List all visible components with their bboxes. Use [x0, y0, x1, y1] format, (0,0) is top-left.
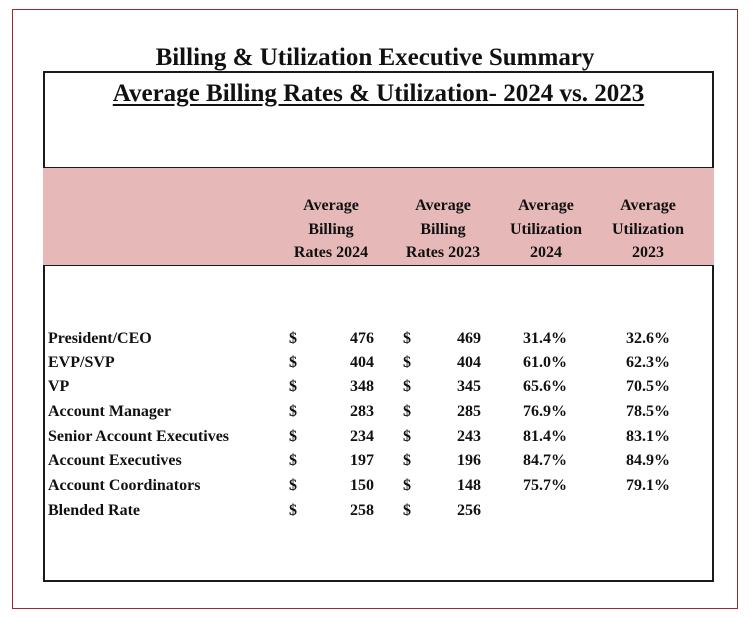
column-header-rates-2024: Average Billing Rates 2024 — [281, 194, 381, 265]
table-row: Account Manager $283 $285 76.9% 78.5% — [0, 400, 750, 424]
currency-symbol: $ — [403, 477, 411, 494]
summary-table-box — [43, 71, 714, 582]
cell-rate-2023: 256 — [457, 502, 481, 519]
row-label: Account Coordinators — [48, 477, 201, 494]
cell-rate-2024: 404 — [350, 354, 374, 371]
cell-rate-2024: 150 — [350, 477, 374, 494]
column-header-line: Utilization — [612, 220, 684, 238]
row-label: Senior Account Executives — [48, 428, 230, 445]
currency-symbol: $ — [289, 378, 297, 395]
cell-rate-2024: 197 — [350, 452, 374, 469]
currency-symbol: $ — [289, 354, 297, 371]
cell-rate-2023: 148 — [457, 477, 481, 494]
row-label: EVP/SVP — [48, 354, 115, 371]
cell-rate-2024: 234 — [350, 428, 374, 445]
currency-symbol: $ — [403, 354, 411, 371]
column-header-line: 2023 — [632, 244, 664, 261]
cell-rate-2024: 283 — [350, 403, 374, 420]
cell-utilization-2024: 65.6% — [523, 378, 567, 395]
cell-rate-2023: 404 — [457, 354, 481, 371]
currency-symbol: $ — [289, 452, 297, 469]
cell-rate-2024: 348 — [350, 378, 374, 395]
currency-symbol: $ — [403, 428, 411, 445]
column-header-band — [43, 167, 714, 266]
column-header-line: 2024 — [530, 244, 562, 261]
cell-rate-2023: 285 — [457, 403, 481, 420]
table-row: Account Coordinators $150 $148 75.7% 79.1% — [0, 474, 750, 498]
row-label: VP — [48, 378, 70, 395]
cell-utilization-2023: 79.1% — [626, 477, 670, 494]
currency-symbol: $ — [289, 502, 297, 519]
table-row: EVP/SVP $404 $404 61.0% 62.3% — [0, 351, 750, 375]
cell-utilization-2024: 81.4% — [523, 428, 567, 445]
column-header-utilization-2023: Average Utilization 2023 — [602, 194, 694, 265]
column-header-line: Average — [303, 197, 359, 214]
column-header-line: Rates 2024 — [293, 244, 369, 261]
cell-utilization-2024: 31.4% — [523, 330, 567, 347]
cell-rate-2024: 476 — [350, 330, 374, 347]
currency-symbol: $ — [289, 477, 297, 494]
column-header-line: Billing — [420, 220, 466, 238]
column-header-line: Average — [518, 197, 574, 214]
currency-symbol: $ — [403, 403, 411, 420]
cell-utilization-2024: 75.7% — [523, 477, 567, 494]
cell-utilization-2023: 62.3% — [626, 354, 670, 371]
table-row: VP $348 $345 65.6% 70.5% — [0, 375, 750, 399]
column-header-utilization-2024: Average Utilization 2024 — [500, 194, 592, 265]
column-header-line: Average — [620, 197, 676, 214]
cell-rate-2023: 196 — [457, 452, 481, 469]
cell-utilization-2023: 78.5% — [626, 403, 670, 420]
row-label: President/CEO — [48, 330, 152, 347]
table-row: Blended Rate $258 $256 — [0, 499, 750, 523]
currency-symbol: $ — [403, 378, 411, 395]
table-row: Account Executives $197 $196 84.7% 84.9% — [0, 449, 750, 473]
row-label: Blended Rate — [48, 502, 140, 519]
currency-symbol: $ — [289, 403, 297, 420]
page-title: Billing & Utilization Executive Summary — [155, 44, 595, 71]
outer-frame — [12, 9, 738, 609]
column-header-line: Utilization — [510, 220, 582, 238]
currency-symbol: $ — [403, 330, 411, 347]
cell-utilization-2024: 76.9% — [523, 403, 567, 420]
currency-symbol: $ — [403, 452, 411, 469]
column-header-rates-2023: Average Billing Rates 2023 — [393, 194, 493, 265]
currency-symbol: $ — [289, 330, 297, 347]
cell-utilization-2024: 84.7% — [523, 452, 567, 469]
currency-symbol: $ — [289, 428, 297, 445]
table-subtitle: Average Billing Rates & Utilization- 202… — [112, 80, 645, 107]
cell-rate-2023: 469 — [457, 330, 481, 347]
column-header-line: Rates 2023 — [405, 244, 481, 261]
column-header-line: Average — [415, 197, 471, 214]
cell-utilization-2024: 61.0% — [523, 354, 567, 371]
cell-rate-2024: 258 — [350, 502, 374, 519]
cell-utilization-2023: 84.9% — [626, 452, 670, 469]
table-row: Senior Account Executives $234 $243 81.4% 83… — [0, 425, 750, 449]
row-label: Account Manager — [48, 403, 172, 420]
cell-utilization-2023: 83.1% — [626, 428, 670, 445]
cell-utilization-2023: 70.5% — [626, 378, 670, 395]
table-row: President/CEO $476 $469 31.4% 32.6% — [0, 327, 750, 351]
currency-symbol: $ — [403, 502, 411, 519]
column-header-line: Billing — [308, 220, 354, 238]
row-label: Account Executives — [48, 452, 182, 469]
cell-rate-2023: 243 — [457, 428, 481, 445]
cell-utilization-2023: 32.6% — [626, 330, 670, 347]
cell-rate-2023: 345 — [457, 378, 481, 395]
